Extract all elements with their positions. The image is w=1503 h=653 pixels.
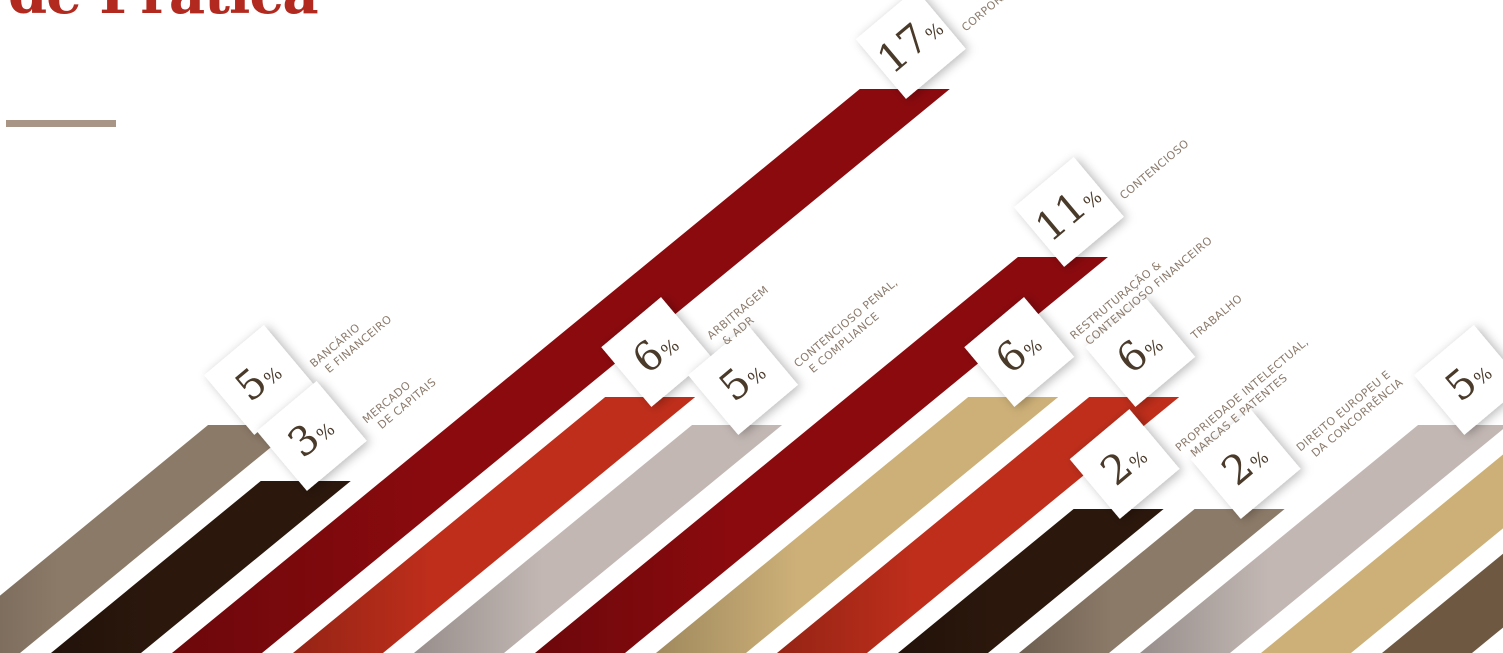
page-title: de Prática (8, 0, 319, 26)
percent-card-7: 6% (964, 297, 1075, 407)
extra-band (1382, 553, 1503, 653)
percent-card-bg (256, 381, 367, 491)
percent-card-6: 11% (1013, 157, 1124, 267)
bar-shade-4 (293, 397, 696, 653)
percent-card-9: 2% (1069, 409, 1180, 519)
bar-shade-6 (535, 257, 1108, 653)
category-label-line: CORPORATE / M&A (959, 0, 1051, 34)
title-rule (6, 120, 116, 127)
percent-card-8: 6% (1085, 297, 1196, 407)
percent-card-4: 6% (601, 297, 712, 407)
category-label-3: CORPORATE / M&A (959, 0, 1051, 34)
percent-card-bg (1013, 157, 1124, 267)
percent-card-2: 3% (256, 381, 367, 491)
percent-card-bg (855, 0, 966, 99)
category-label-line: TRABALHO (1188, 292, 1245, 343)
percent-card-bg (1085, 297, 1196, 407)
percent-card-bg (688, 325, 798, 435)
category-label-8: TRABALHO (1188, 292, 1245, 343)
percent-cards: 5%3%17%6%5%11%6% 6%2% 2%5% (204, 0, 1503, 519)
bar-shade-5 (414, 425, 783, 653)
category-label-6: CONTENCIOSO (1117, 137, 1191, 202)
percent-card-10: 2% (1190, 409, 1301, 519)
percent-card-5: 5% (688, 325, 798, 435)
category-label-line: DIREITO EUROPEU E (1294, 368, 1393, 454)
bar-shade-10 (1019, 509, 1285, 653)
bar-shade-11 (1140, 425, 1503, 653)
percent-card-bg (1069, 409, 1180, 519)
percent-card-bg (601, 297, 712, 407)
percent-card-3: 17% (855, 0, 966, 99)
percent-card-11: 5% (1414, 325, 1503, 435)
bar-shade-1 (0, 425, 299, 653)
bar-shade-9 (898, 509, 1164, 653)
bar-shade-7 (656, 397, 1059, 653)
extra-band (1261, 454, 1503, 653)
category-label-line: CONTENCIOSO PENAL, (791, 276, 900, 370)
percent-card-bg (1414, 325, 1503, 435)
percent-card-bg (1190, 409, 1301, 519)
bar-shade-2 (51, 481, 351, 653)
category-label-line: CONTENCIOSO (1117, 137, 1191, 202)
title-line-2: de Prática (8, 0, 319, 26)
percent-card-bg (964, 297, 1075, 407)
bar-shade-3 (172, 89, 950, 653)
